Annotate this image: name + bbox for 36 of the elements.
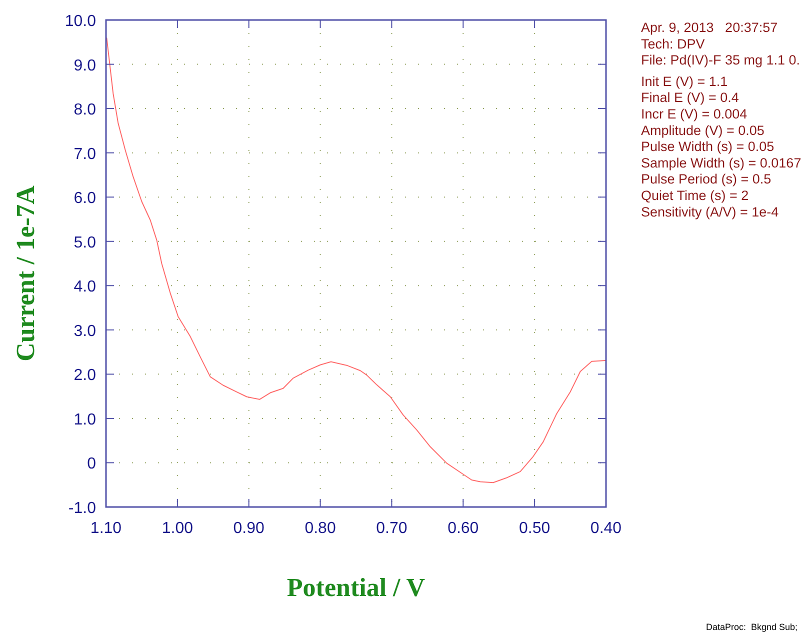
y-tick-label: 1.0 [74, 411, 96, 428]
y-tick-label: 6.0 [74, 190, 96, 208]
text: Apr. 9, 2013 20:37:57 [641, 20, 778, 35]
y-tick-label: 2.0 [74, 367, 96, 384]
text: Pulse Period (s) = 0.5 [641, 172, 772, 187]
x-tick-label: 0.40 [590, 520, 622, 537]
x-tick-label: 0.70 [376, 520, 408, 537]
text: File: Pd(IV)-F 35 mg 1.1 0. [641, 52, 800, 68]
text: Quiet Time (s) = 2 [641, 188, 749, 203]
x-tick-label: 1.00 [162, 520, 194, 537]
line-series [106, 38, 606, 484]
text: Amplitude (V) = 0.05 [641, 122, 764, 138]
text: DataProc: Bkgnd Sub; [706, 622, 798, 632]
y-tick-label: 8.0 [74, 102, 96, 119]
text: Incr E (V) = 0.004 [641, 106, 748, 122]
x-tick-label: 1.10 [90, 520, 122, 537]
y-tick-label: 9.0 [74, 57, 96, 74]
y-tick-label: 5.0 [74, 234, 96, 252]
y-tick-label: 3.0 [74, 322, 96, 340]
text: Sample Width (s) = 0.0167 [641, 155, 802, 170]
y-tick-label: 7.0 [74, 146, 96, 163]
x-tick-label: 0.60 [448, 520, 479, 537]
text: Pulse Width (s) = 0.05 [641, 139, 774, 154]
x-axis-title: Potential / V [286, 573, 426, 602]
text: Init E (V) = 1.1 [641, 74, 728, 89]
x-tick-label: 0.50 [519, 520, 550, 537]
text: Sensitivity (A/V) = 1e-4 [641, 204, 780, 220]
x-tick-label: 0.80 [304, 520, 336, 537]
y-tick-label: 0 [87, 456, 96, 473]
y-tick-label: -1.0 [68, 500, 96, 517]
text: Final E (V) = 0.4 [641, 90, 740, 106]
text: Tech: DPV [641, 36, 705, 52]
y-axis-title: Current / 1e-7A [11, 185, 40, 362]
y-tick-label: 10.0 [64, 13, 96, 30]
y-tick-label: 4.0 [74, 278, 96, 296]
x-tick-label: 0.90 [233, 520, 265, 537]
